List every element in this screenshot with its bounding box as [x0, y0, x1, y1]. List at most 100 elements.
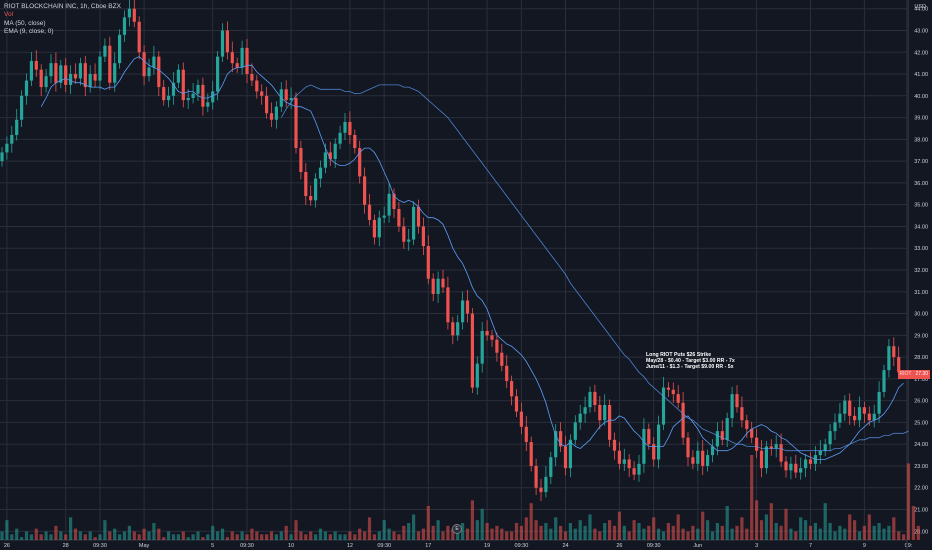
candle-body: [24, 80, 29, 96]
volume-bar: [583, 525, 587, 540]
candle-body: [363, 176, 367, 205]
candle-body: [358, 148, 362, 177]
candle-body: [495, 339, 499, 353]
candle-body: [882, 370, 886, 392]
y-tick-label: 42.00: [914, 50, 928, 56]
volume-bar: [59, 531, 63, 540]
volume-bar: [167, 531, 171, 540]
x-tick-label: 26: [616, 543, 622, 549]
y-tick-label: 26.00: [914, 399, 928, 405]
y-tick-label: 28.00: [914, 355, 928, 361]
volume-bar: [720, 525, 724, 540]
volume-bar: [911, 506, 915, 540]
candle-body: [113, 63, 117, 83]
candle-body: [220, 30, 225, 57]
symbol-title[interactable]: RIOT BLOCKCHAIN INC, 1h, Cboe BZX: [4, 3, 121, 10]
y-tick-label: 34.00: [914, 224, 928, 230]
candle-body: [627, 459, 631, 469]
candle-body: [603, 405, 607, 421]
candle-body: [661, 387, 666, 425]
volume-bar: [789, 528, 793, 540]
ma50-line: [280, 84, 909, 452]
volume-bar: [510, 531, 514, 540]
candle-body: [20, 95, 24, 120]
candle-body: [216, 56, 220, 92]
volume-bar: [725, 506, 729, 540]
candle-body: [666, 387, 670, 390]
candle-body: [745, 420, 749, 429]
volume-bar: [887, 525, 891, 540]
candle-body: [39, 69, 43, 88]
candle-body: [500, 352, 504, 366]
candle-body: [196, 84, 200, 94]
volume-bar: [524, 517, 528, 540]
volume-bar: [603, 523, 607, 540]
volume-bar: [338, 534, 342, 540]
candle-body: [377, 217, 381, 238]
y-tick-label: 37.00: [914, 159, 928, 165]
candle-body: [211, 91, 215, 103]
candle-body: [309, 195, 313, 201]
x-tick-label: Jun: [693, 543, 702, 549]
candle-body: [818, 450, 822, 456]
candle-body: [108, 45, 112, 83]
candle-body: [554, 431, 558, 458]
candle-body: [632, 468, 636, 475]
volume-bar: [201, 537, 205, 540]
volume-bar: [118, 534, 122, 540]
volume-bar: [906, 463, 911, 540]
candle-body: [367, 204, 372, 220]
volume-bar: [549, 528, 553, 540]
candle-body: [83, 63, 87, 88]
currency-label[interactable]: USD: [914, 4, 926, 10]
volume-bar: [902, 534, 906, 540]
volume-bar: [314, 534, 318, 540]
candle-body: [843, 400, 847, 414]
candle-body: [637, 463, 641, 475]
candle-body: [514, 396, 519, 412]
candle-body: [10, 135, 14, 144]
candle-body: [804, 459, 808, 469]
volume-bar: [461, 523, 465, 540]
x-tick-label: 7: [809, 543, 812, 549]
volume-bar: [916, 525, 920, 540]
volume-bar: [98, 534, 102, 540]
volume-bar: [15, 528, 19, 540]
candle-body: [568, 439, 572, 469]
x-tick-label: 24: [562, 543, 568, 549]
x-tick-label: 19: [484, 543, 490, 549]
volume-bar: [196, 531, 200, 540]
y-tick-label: 23.00: [914, 464, 928, 470]
volume-bar: [652, 517, 656, 540]
candle-body: [593, 391, 597, 405]
candle-body: [328, 152, 332, 159]
candle-body: [127, 8, 131, 18]
candle-body: [88, 74, 92, 88]
volume-bar: [857, 531, 862, 540]
candle-body: [480, 330, 484, 364]
candle-body: [299, 148, 303, 173]
volume-bar: [382, 520, 386, 540]
volume-bar: [318, 528, 323, 540]
volume-bar: [294, 520, 298, 540]
candle-body: [338, 132, 342, 144]
candle-body: [559, 431, 563, 447]
trade-note[interactable]: Long RIOT Puts $26 Strike May/28 - $0.40…: [646, 352, 735, 370]
candle-body: [490, 335, 494, 340]
candle-body: [255, 80, 259, 92]
volume-bar: [225, 537, 229, 540]
volume-legend[interactable]: Vol: [4, 11, 14, 19]
volume-bar: [152, 523, 156, 540]
earnings-event-icon[interactable]: E: [452, 524, 462, 534]
volume-bar: [544, 523, 548, 540]
candle-body: [181, 69, 185, 101]
volume-bar: [534, 520, 538, 540]
candle-body: [735, 394, 739, 408]
ema-legend[interactable]: EMA (9, close, 0): [4, 27, 54, 35]
candle-body: [608, 405, 612, 440]
ma-legend[interactable]: MA (50, close): [4, 19, 46, 27]
volume-bar: [216, 531, 220, 540]
candle-body: [470, 313, 474, 388]
volume-bar: [593, 528, 597, 540]
